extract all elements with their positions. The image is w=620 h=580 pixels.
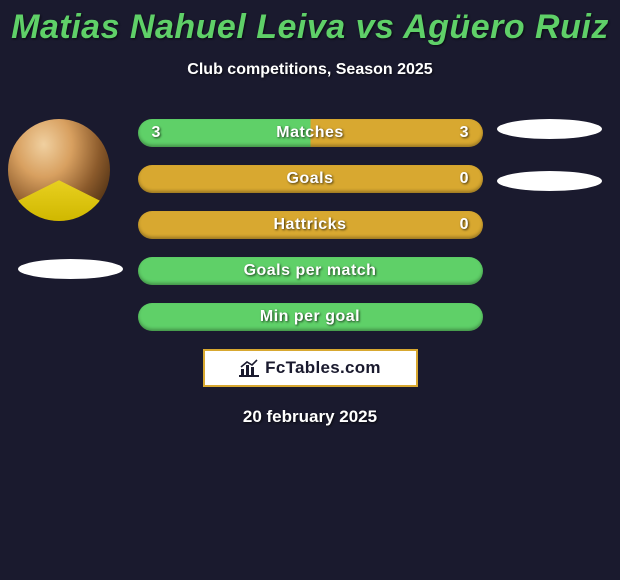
stat-label: Goals per match — [244, 262, 377, 280]
stat-bar-matches: 3 Matches 3 — [138, 119, 483, 147]
chart-icon — [239, 359, 259, 377]
logo-text: FcTables.com — [265, 358, 381, 378]
date-text: 20 february 2025 — [0, 407, 620, 427]
player-right-shadow-2 — [497, 171, 602, 191]
stat-bar-goals-per-match: Goals per match — [138, 257, 483, 285]
stat-bars: 3 Matches 3 Goals 0 Hattricks 0 Goals pe… — [138, 119, 483, 331]
stat-label: Goals — [287, 170, 334, 188]
player-right-shadow-1 — [497, 119, 602, 139]
stat-left-value: 3 — [152, 124, 161, 142]
comparison-panel: 3 Matches 3 Goals 0 Hattricks 0 Goals pe… — [0, 119, 620, 427]
stat-bar-hattricks: Hattricks 0 — [138, 211, 483, 239]
logo-box: FcTables.com — [203, 349, 418, 387]
stat-right-value: 3 — [460, 124, 469, 142]
stat-label: Min per goal — [260, 308, 360, 326]
stat-right-value: 0 — [460, 170, 469, 188]
subtitle: Club competitions, Season 2025 — [0, 61, 620, 79]
stat-bar-min-per-goal: Min per goal — [138, 303, 483, 331]
stat-bar-goals: Goals 0 — [138, 165, 483, 193]
stat-right-value: 0 — [460, 216, 469, 234]
player-left-avatar — [8, 119, 110, 221]
page-title: Matias Nahuel Leiva vs Agüero Ruiz — [0, 0, 620, 47]
stat-label: Hattricks — [274, 216, 347, 234]
stat-label: Matches — [276, 124, 344, 142]
player-left-shadow — [18, 259, 123, 279]
